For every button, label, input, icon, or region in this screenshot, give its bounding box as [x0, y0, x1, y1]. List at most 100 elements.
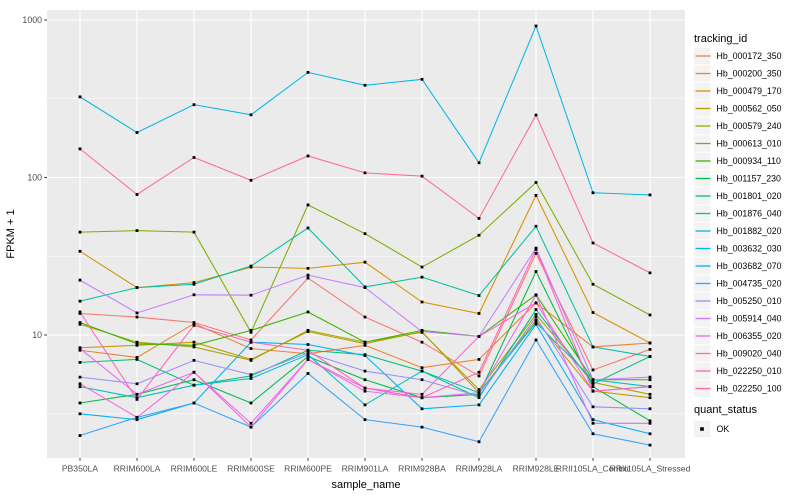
data-point — [477, 374, 481, 378]
data-point — [306, 70, 310, 74]
data-point — [420, 425, 424, 429]
legend-label-tracking-id: Hb_006355_020 — [717, 331, 782, 341]
data-point — [363, 315, 367, 319]
data-point — [477, 403, 481, 407]
data-point — [78, 401, 82, 405]
data-point — [477, 334, 481, 338]
data-point — [648, 407, 652, 411]
data-point — [648, 421, 652, 425]
data-point — [78, 434, 82, 437]
data-point — [192, 340, 196, 344]
data-point — [135, 398, 139, 401]
data-point — [591, 418, 595, 422]
data-point — [306, 351, 310, 355]
data-point — [648, 348, 652, 351]
data-point — [192, 401, 196, 405]
data-point — [534, 113, 538, 117]
data-point — [249, 293, 253, 297]
y-tick-label: 1000 — [22, 15, 42, 25]
data-point — [477, 388, 481, 392]
data-point — [420, 340, 424, 344]
data-point — [534, 315, 538, 319]
data-point — [534, 321, 538, 324]
data-point — [192, 383, 196, 387]
data-point — [477, 358, 481, 361]
data-point — [534, 293, 538, 297]
data-point — [420, 407, 424, 411]
data-point — [363, 340, 367, 344]
data-point — [420, 300, 424, 304]
legend-label-tracking-id: Hb_005914_040 — [717, 314, 782, 324]
data-point — [192, 324, 196, 327]
legend-label-tracking-id: Hb_000934_110 — [717, 156, 782, 166]
data-point — [591, 405, 595, 409]
data-point — [192, 281, 196, 285]
data-point — [306, 226, 310, 230]
data-point — [363, 403, 367, 407]
data-point — [420, 265, 424, 269]
data-point — [477, 216, 481, 220]
data-point — [648, 313, 652, 317]
data-point — [534, 224, 538, 228]
data-point — [477, 161, 481, 165]
data-point — [249, 377, 253, 380]
data-point — [477, 440, 481, 444]
data-point — [477, 233, 481, 237]
data-point — [363, 354, 367, 357]
data-point — [477, 396, 481, 400]
x-tick-label: PB350LA — [62, 464, 99, 474]
data-point — [78, 360, 82, 364]
x-tick-label: RRIM600PE — [284, 464, 332, 474]
data-point — [420, 396, 424, 400]
data-point — [591, 432, 595, 436]
data-point — [648, 419, 652, 423]
data-point — [591, 382, 595, 386]
data-point — [135, 311, 139, 315]
y-tick-label: 10 — [32, 330, 42, 340]
data-point — [534, 270, 538, 273]
x-tick-label: RRII105LA_Control — [556, 464, 631, 474]
x-tick-label: RRIM901LA — [342, 464, 389, 474]
data-point — [192, 156, 196, 159]
x-tick-label: RRIM928LE — [513, 464, 560, 474]
x-tick-label: RRIM600LE — [171, 464, 218, 474]
data-point — [306, 154, 310, 158]
data-point — [306, 310, 310, 314]
data-point — [135, 229, 139, 233]
data-point — [249, 401, 253, 405]
data-point — [363, 369, 367, 373]
x-tick-label: RRIM928BA — [398, 464, 446, 474]
legend-label-tracking-id: Hb_022250_010 — [717, 366, 782, 376]
data-point — [135, 382, 139, 386]
legend-label-tracking-id: Hb_000562_050 — [717, 104, 782, 114]
legend-label-tracking-id: Hb_022250_100 — [717, 384, 782, 394]
data-point — [135, 340, 139, 344]
data-point — [249, 338, 253, 342]
data-point — [363, 171, 367, 175]
data-point — [363, 343, 367, 347]
data-point — [192, 358, 196, 362]
data-point — [135, 358, 139, 361]
data-point — [534, 181, 538, 184]
data-point — [477, 294, 481, 297]
legend-label-tracking-id: Hb_000172_350 — [717, 51, 782, 61]
data-point — [135, 343, 139, 347]
data-point — [249, 347, 253, 350]
legend-label-tracking-id: Hb_001157_230 — [717, 174, 782, 184]
data-point — [249, 113, 253, 117]
data-point — [78, 278, 82, 282]
data-point — [591, 241, 595, 245]
data-point — [363, 342, 367, 346]
data-point — [135, 315, 139, 319]
data-point — [477, 312, 481, 315]
data-point — [534, 322, 538, 326]
data-point — [192, 378, 196, 382]
data-point — [249, 373, 253, 377]
data-point — [135, 418, 139, 422]
data-point — [420, 275, 424, 279]
data-point — [78, 95, 82, 99]
data-point — [363, 386, 367, 390]
data-point — [648, 385, 652, 389]
x-tick-label: RRII105LA_Stressed — [610, 464, 691, 474]
